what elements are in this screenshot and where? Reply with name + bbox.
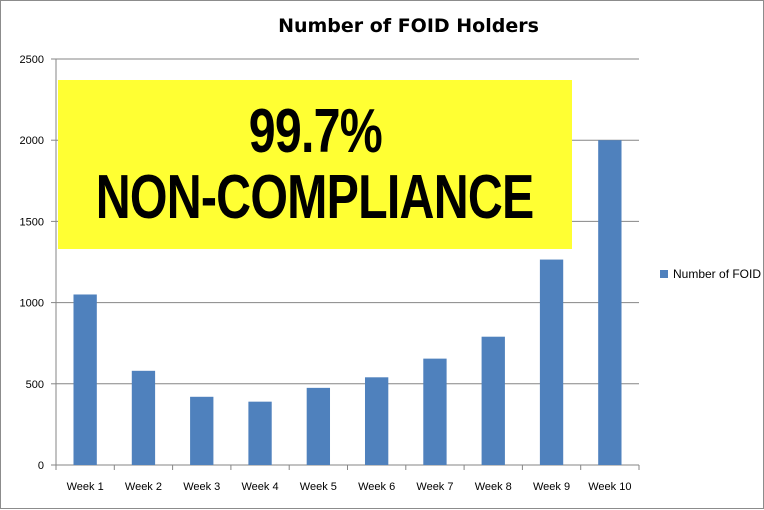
y-tick-label: 2500 xyxy=(20,54,44,66)
y-tick-label: 500 xyxy=(26,379,44,391)
bar xyxy=(423,358,447,465)
legend: Number of FOID H xyxy=(660,267,764,281)
bar xyxy=(364,377,389,465)
x-tick-label: Week 2 xyxy=(125,481,162,493)
bar xyxy=(248,401,272,465)
bar xyxy=(539,259,564,465)
x-tick-label: Week 5 xyxy=(300,481,337,493)
bar xyxy=(73,294,97,465)
bar xyxy=(190,396,214,465)
bar xyxy=(131,370,156,465)
bar xyxy=(598,140,622,465)
x-tick-label: Week 9 xyxy=(533,481,570,493)
legend-label: Number of FOID H xyxy=(673,267,764,281)
legend-swatch xyxy=(660,270,668,278)
y-tick-label: 0 xyxy=(38,460,44,472)
x-tick-label: Week 1 xyxy=(67,481,104,493)
y-tick-label: 2000 xyxy=(20,135,44,147)
bar xyxy=(481,336,505,465)
x-tick-label: Week 8 xyxy=(475,481,512,493)
x-tick-label: Week 3 xyxy=(183,481,220,493)
y-tick-label: 1500 xyxy=(20,216,44,228)
bar xyxy=(306,387,331,465)
x-tick-label: Week 7 xyxy=(416,481,453,493)
x-tick-label: Week 6 xyxy=(358,481,395,493)
x-tick-label: Week 4 xyxy=(242,481,279,493)
chart-title: Number of FOID Holders xyxy=(278,15,539,37)
y-tick-label: 1000 xyxy=(20,298,44,310)
x-tick-label: Week 10 xyxy=(588,481,631,493)
callout-box: 99.7% NON-COMPLIANCE xyxy=(58,80,572,249)
callout-noncompliance: NON-COMPLIANCE xyxy=(96,162,535,232)
callout-percentage: 99.7% xyxy=(248,96,382,166)
